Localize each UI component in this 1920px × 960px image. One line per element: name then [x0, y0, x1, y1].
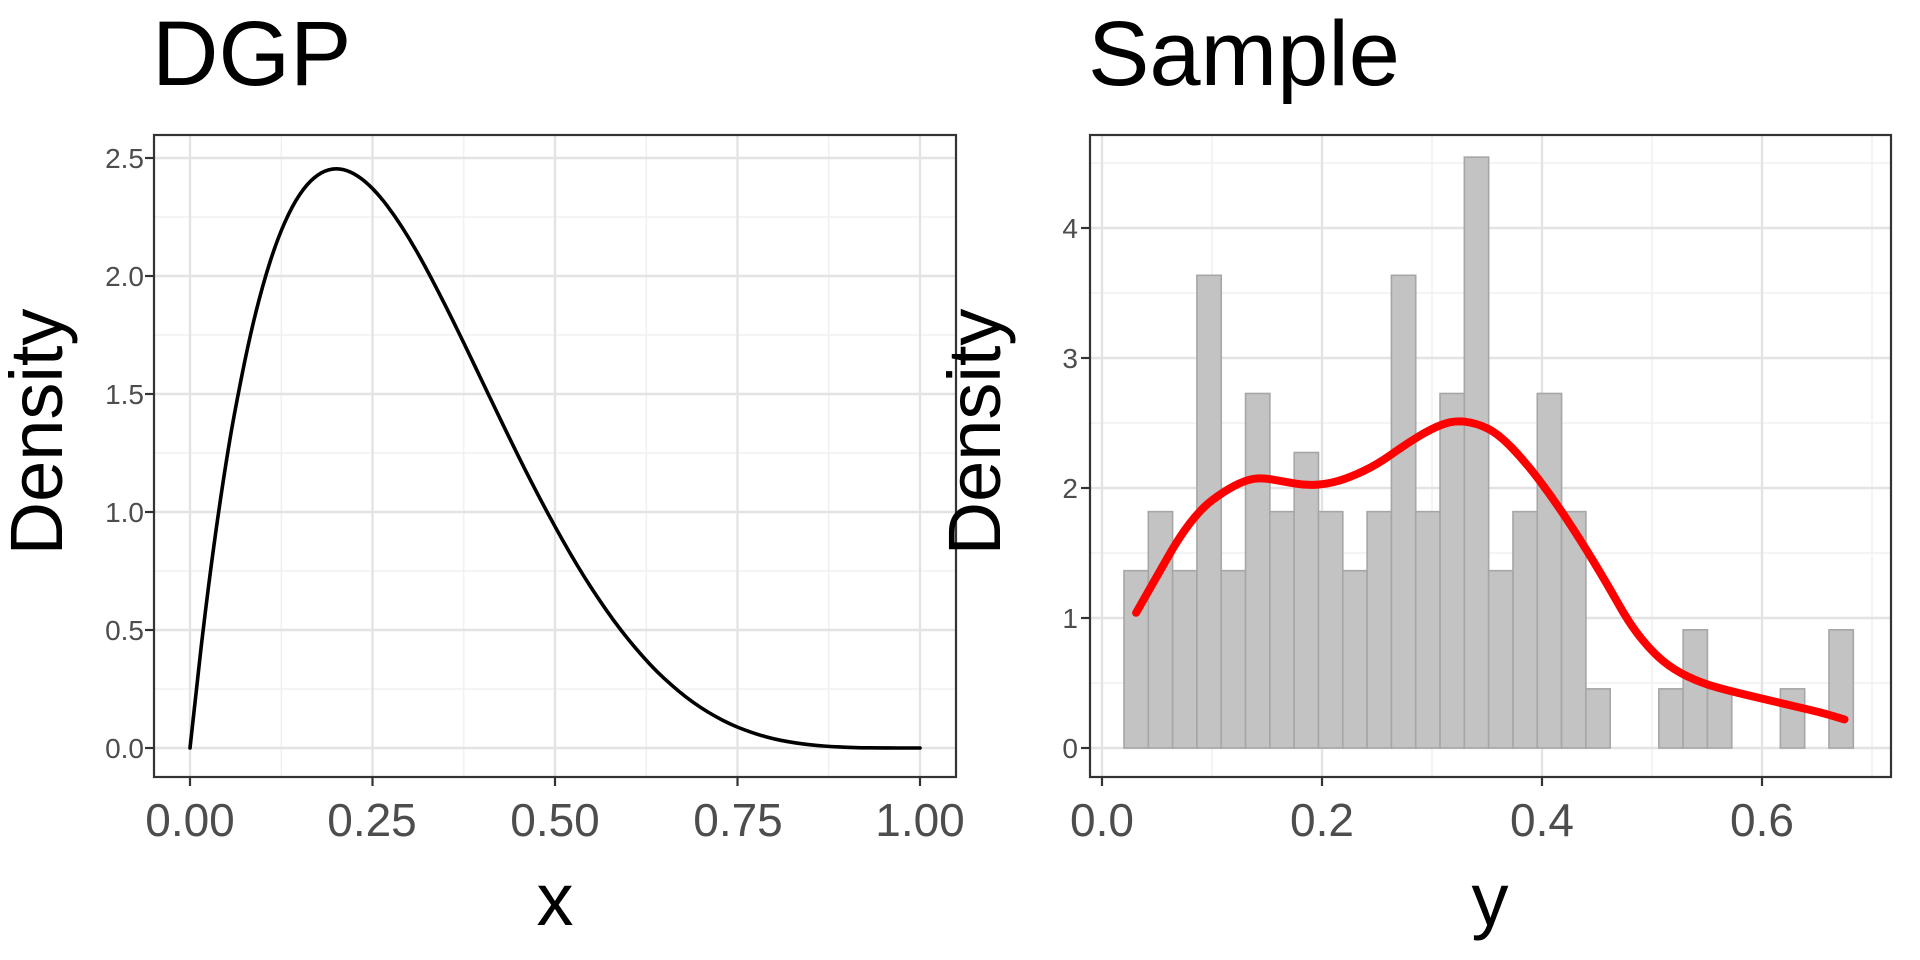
- sample-plot-panel: [1081, 133, 1893, 786]
- dgp-y-tick-label: 0.0: [105, 733, 144, 764]
- sample-y-tick-label: 4: [1062, 213, 1078, 244]
- dgp-x-tick-label: 1.00: [875, 794, 965, 846]
- histogram-bar: [1147, 510, 1174, 749]
- sample-y-axis-title: Density: [933, 309, 1016, 556]
- dgp-x-tick-label: 0.75: [693, 794, 783, 846]
- histogram-bar: [1269, 510, 1295, 749]
- dgp-x-tick-label: 0.50: [510, 794, 600, 846]
- histogram-bar: [1706, 688, 1733, 749]
- beta-2-5-density-curve: [188, 167, 922, 750]
- histogram-bar: [1487, 569, 1514, 749]
- sample-x-tick-label: 0.0: [1070, 794, 1134, 846]
- sample-y-tick-label: 0: [1062, 733, 1078, 764]
- histogram-bar: [1341, 569, 1368, 749]
- sample-x-tick-label: 0.2: [1290, 794, 1354, 846]
- panel-border: [1088, 133, 1893, 779]
- sample-y-tick-label: 3: [1062, 343, 1078, 374]
- histogram-bar: [1560, 510, 1587, 749]
- histogram-bar: [1439, 392, 1466, 749]
- histogram-bar: [1244, 392, 1271, 749]
- dgp-x-tick-label: 0.00: [145, 794, 235, 846]
- dgp-x-axis-title: x: [537, 858, 574, 941]
- sample-y-tick-label: 2: [1062, 473, 1078, 504]
- dgp-y-tick-label: 1.0: [105, 497, 144, 528]
- sample-x-tick-label: 0.6: [1730, 794, 1794, 846]
- histogram-bar: [1463, 156, 1490, 749]
- dgp-plot-panel: [145, 133, 958, 786]
- dgp-y-tick-label: 1.5: [105, 379, 144, 410]
- histogram-bar: [1220, 569, 1247, 749]
- histogram-bar: [1171, 569, 1198, 749]
- sample-plot-title: Sample: [1088, 3, 1400, 105]
- dgp-y-axis-title: Density: [0, 309, 78, 556]
- histogram-bar: [1682, 629, 1709, 749]
- histogram-bar: [1658, 688, 1684, 749]
- dgp-y-tick-label: 2.5: [105, 143, 144, 174]
- histogram-bar: [1414, 510, 1441, 749]
- histogram-bar: [1828, 629, 1855, 749]
- histogram-bar: [1512, 510, 1539, 749]
- dgp-plot-title: DGP: [152, 3, 351, 105]
- histogram-bar: [1779, 688, 1806, 749]
- dgp-x-tick-label: 0.25: [327, 794, 417, 846]
- dgp-y-tick-label: 2.0: [105, 261, 144, 292]
- sample-x-tick-label: 0.4: [1510, 794, 1574, 846]
- dgp-y-tick-label: 0.5: [105, 615, 144, 646]
- sample-y-tick-label: 1: [1062, 603, 1078, 634]
- kernel-density-curve: [1132, 417, 1849, 724]
- histogram-bar: [1366, 510, 1393, 749]
- histogram-bar: [1536, 392, 1563, 749]
- histogram-bar: [1390, 274, 1417, 749]
- sample-x-axis-title: y: [1472, 858, 1509, 941]
- histogram-bar: [1317, 510, 1344, 749]
- histogram-bar: [1293, 451, 1320, 749]
- histogram-bar: [1585, 688, 1612, 749]
